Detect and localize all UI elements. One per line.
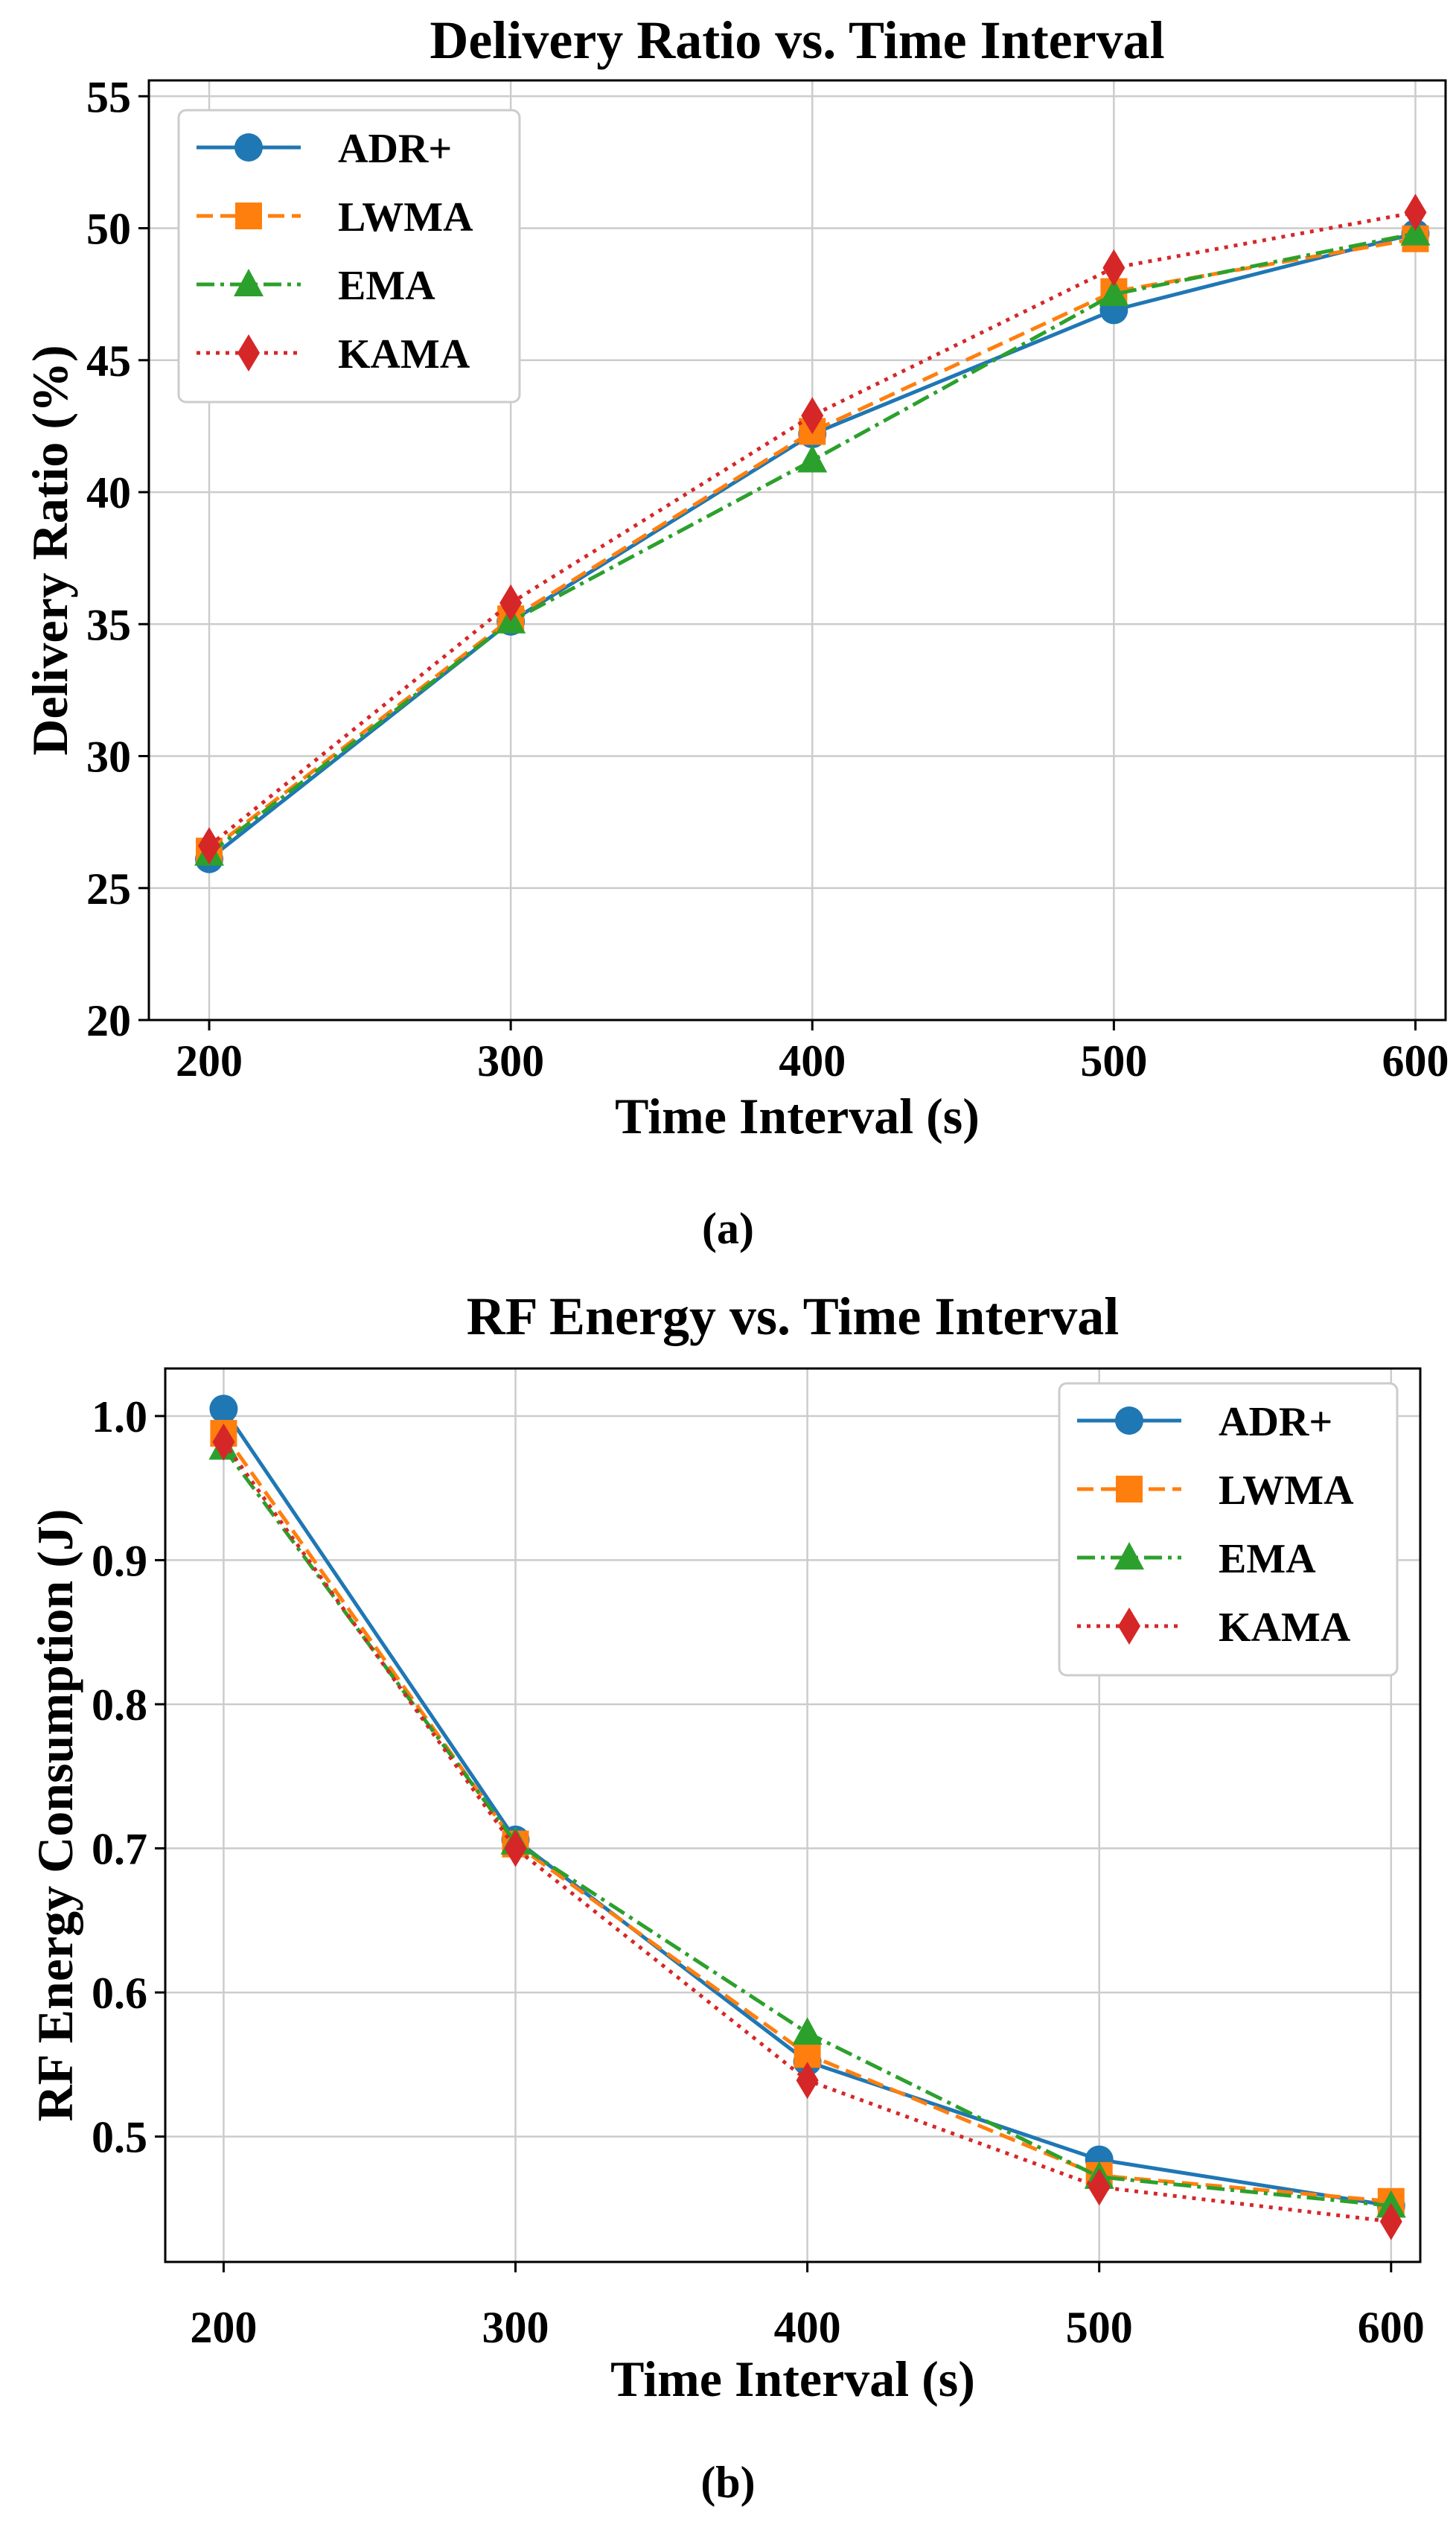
legend-marker <box>235 203 262 229</box>
x-tick-label: 400 <box>774 2303 841 2352</box>
x-tick-label: 300 <box>482 2303 549 2352</box>
plot-frame <box>164 1367 1422 2263</box>
legend-marker <box>234 133 263 162</box>
x-tick-label: 600 <box>1358 2303 1425 2352</box>
legend-marker <box>234 269 264 296</box>
data-point <box>1400 217 1431 246</box>
y-tick-label: 0.8 <box>92 1680 147 1730</box>
y-tick-label: 0.5 <box>92 2113 147 2162</box>
data-point <box>796 2062 819 2100</box>
data-point <box>797 444 828 473</box>
legend-marker <box>1114 1542 1144 1570</box>
legend-frame <box>1058 1382 1399 1677</box>
series-line <box>208 237 1416 853</box>
legend-label: KAMA <box>338 331 470 377</box>
x-tick-label: 400 <box>779 1036 846 1086</box>
legend-marker <box>1115 1406 1143 1435</box>
legend-label: ADR+ <box>338 126 452 172</box>
legend-label: EMA <box>338 263 435 309</box>
data-point <box>1088 2168 1111 2206</box>
data-point <box>801 397 824 435</box>
y-tick-label: 0.9 <box>92 1536 147 1585</box>
y-tick-label: 0.6 <box>92 1969 147 2018</box>
data-point <box>504 1829 527 1867</box>
y-tick-label: 35 <box>86 600 131 649</box>
data-point <box>209 1395 238 1424</box>
figure-caption: (a) <box>702 1204 754 1253</box>
chart-rf-energy: RF Energy vs. Time Interval 200 300 400 500 6… <box>27 1287 1425 2507</box>
y-tick-label: 40 <box>86 468 131 517</box>
x-axis-label: Time Interval (s) <box>610 2351 975 2407</box>
figure-caption: (b) <box>700 2458 755 2507</box>
y-axis-label: Delivery Ratio (%) <box>22 345 78 755</box>
legend-label: LWMA <box>1219 1468 1354 1514</box>
x-tick-label: 500 <box>1066 2303 1133 2352</box>
legend-label: ADR+ <box>1219 1399 1332 1445</box>
data-point <box>1379 2202 1402 2240</box>
data-point <box>212 1423 235 1461</box>
x-tick-label: 200 <box>190 2303 257 2352</box>
chart-delivery-ratio: Delivery Ratio vs. Time Interval 200 300 40… <box>22 10 1449 1253</box>
series-kama <box>198 194 1427 865</box>
y-tick-label: 1.0 <box>92 1392 147 1441</box>
x-tick-label: 600 <box>1382 1036 1449 1086</box>
data-point <box>1099 278 1129 307</box>
y-tick-label: 25 <box>86 864 131 914</box>
plot-frame <box>147 79 1447 1022</box>
x-tick-label: 200 <box>176 1036 243 1086</box>
y-axis-label: RF Energy Consumption (J) <box>27 1509 83 2122</box>
data-point <box>198 827 221 865</box>
chart-title: Delivery Ratio vs. Time Interval <box>430 10 1164 70</box>
legend-marker <box>237 334 260 372</box>
legend-marker <box>1116 1476 1143 1503</box>
data-point <box>499 584 523 622</box>
legend-label: KAMA <box>1219 1605 1351 1651</box>
x-axis-label: Time Interval (s) <box>615 1088 980 1144</box>
data-point <box>1404 194 1427 232</box>
legend-label: LWMA <box>338 194 473 240</box>
data-point <box>792 2017 823 2045</box>
legend-label: EMA <box>1219 1536 1316 1582</box>
y-tick-label: 45 <box>86 337 131 386</box>
chart-title: RF Energy vs. Time Interval <box>467 1287 1120 1346</box>
data-point <box>1102 249 1125 287</box>
x-tick-label: 500 <box>1080 1036 1147 1086</box>
y-tick-label: 55 <box>86 72 131 121</box>
x-tick-label: 300 <box>477 1036 544 1086</box>
legend-frame <box>177 109 521 404</box>
y-tick-label: 50 <box>86 205 131 254</box>
legend-marker <box>1118 1607 1140 1645</box>
legend: ADR+ LWMA EMA KAMA <box>1058 1382 1399 1677</box>
y-tick-label: 30 <box>86 733 131 782</box>
series-kama <box>212 1423 1402 2240</box>
y-tick-label: 20 <box>86 996 131 1045</box>
y-tick-label: 0.7 <box>92 1825 147 1874</box>
legend: ADR+ LWMA EMA KAMA <box>177 109 521 404</box>
